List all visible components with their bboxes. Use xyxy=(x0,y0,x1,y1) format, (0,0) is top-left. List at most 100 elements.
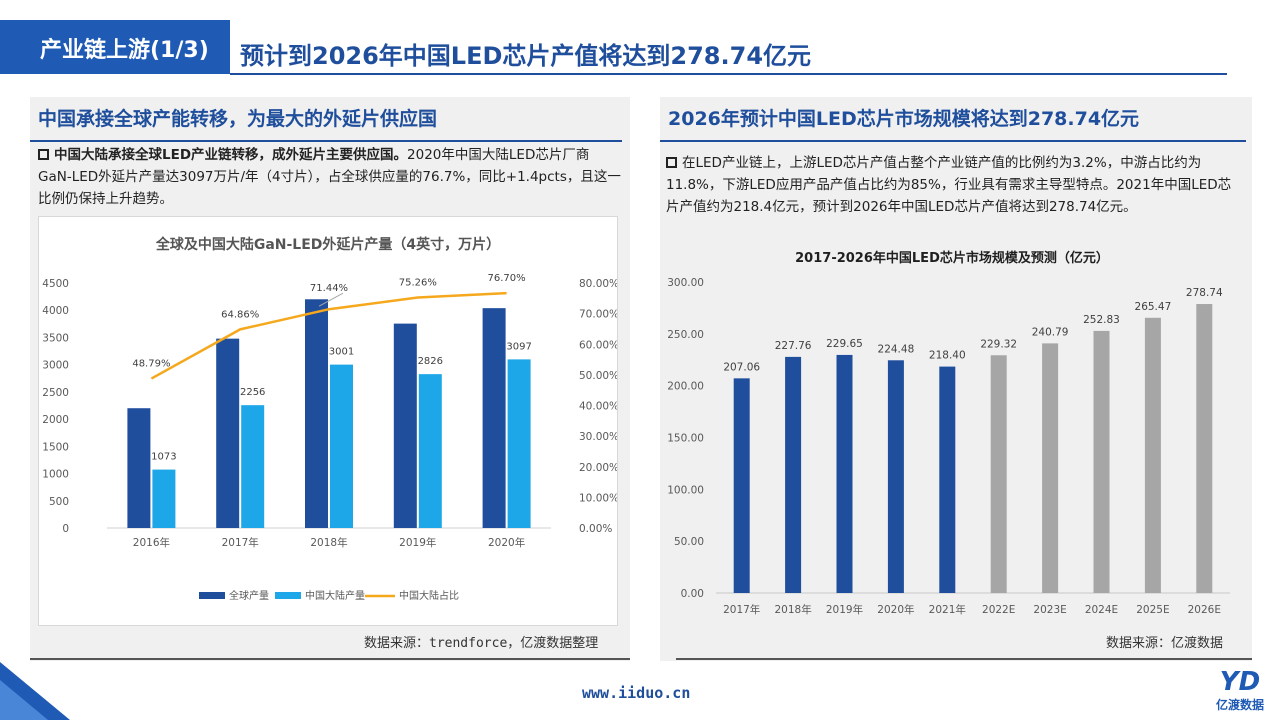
right-paragraph: 在LED产业链上，上游LED芯片产值占整个产业链产值的比例约为3.2%，中游占比… xyxy=(666,152,1240,218)
line-point-label: 75.26% xyxy=(399,278,437,289)
bar-china-label: 3001 xyxy=(329,347,354,358)
y-tick-label: 4000 xyxy=(42,305,69,317)
bar-value-label: 229.65 xyxy=(826,338,863,350)
legend-swatch-global xyxy=(199,592,225,599)
x-tick-label: 2018年 xyxy=(774,603,811,616)
chart-right-title: 2017-2026年中国LED芯片市场规模及预测（亿元） xyxy=(795,250,1109,266)
company-logo: YD 亿渡数据 xyxy=(1208,668,1272,718)
y-tick-label: 500 xyxy=(49,496,69,508)
line-point-label: 64.86% xyxy=(221,309,259,320)
y-tick-label: 0 xyxy=(62,523,69,535)
y2-tick-label: 10.00% xyxy=(579,492,617,504)
x-tick-label: 2024E xyxy=(1085,604,1118,616)
y2-tick-label: 0.00% xyxy=(579,523,612,535)
x-tick-label: 2020年 xyxy=(877,603,914,616)
bar-china-label: 2826 xyxy=(418,356,443,367)
legend-label-china: 中国大陆产量 xyxy=(305,589,365,602)
bar-value-label: 224.48 xyxy=(878,343,915,355)
chart-left-title: 全球及中国大陆GaN-LED外延片产量（4英寸，万片） xyxy=(155,236,500,253)
bar-market-size xyxy=(990,355,1007,593)
left-paragraph: 中国大陆承接全球LED产业链转移，成外延片主要供应国。2020年中国大陆LED芯… xyxy=(38,144,622,210)
left-paragraph-bold: 中国大陆承接全球LED产业链转移，成外延片主要供应国。 xyxy=(54,147,408,163)
y-tick-label: 100.00 xyxy=(667,484,704,496)
section-tag-label: 产业链上游(1/3) xyxy=(40,38,209,63)
bar-china-label: 3097 xyxy=(506,341,531,352)
section-tag: 产业链上游(1/3) xyxy=(0,20,230,74)
y-tick-label: 300.00 xyxy=(667,277,704,289)
y2-tick-label: 20.00% xyxy=(579,462,617,474)
x-tick-label: 2022E xyxy=(982,604,1015,616)
bar-value-label: 218.40 xyxy=(929,350,966,362)
logo-text: 亿渡数据 xyxy=(1215,698,1264,712)
y2-tick-label: 30.00% xyxy=(579,431,617,443)
line-point-label: 71.44% xyxy=(310,283,348,294)
bar-global xyxy=(127,408,151,528)
y-tick-label: 1500 xyxy=(42,441,69,453)
bar-market-size xyxy=(785,356,802,593)
right-paragraph-text: 在LED产业链上，上游LED芯片产值占整个产业链产值的比例约为3.2%，中游占比… xyxy=(666,155,1232,215)
bar-value-label: 240.79 xyxy=(1032,326,1069,338)
bar-market-size xyxy=(733,378,750,593)
y-tick-label: 2000 xyxy=(42,414,69,426)
y-tick-label: 2500 xyxy=(42,387,69,399)
x-tick-label: 2017年 xyxy=(723,603,760,616)
bar-value-label: 207.06 xyxy=(723,361,760,373)
right-source: 数据来源：亿渡数据 xyxy=(1106,636,1224,651)
square-bullet-icon xyxy=(666,157,677,168)
bar-market-size xyxy=(1093,330,1110,593)
bar-global xyxy=(393,323,417,528)
left-section-title: 中国承接全球产能转移，为最大的外延片供应国 xyxy=(38,108,438,130)
bar-market-size xyxy=(887,360,904,593)
bar-value-label: 229.32 xyxy=(980,338,1017,350)
bar-china xyxy=(330,364,353,528)
legend-label-share: 中国大陆占比 xyxy=(399,589,459,602)
bar-market-size xyxy=(836,354,853,593)
bar-china xyxy=(507,359,531,528)
page-title: 预计到2026年中国LED芯片产值将达到278.74亿元 xyxy=(240,42,812,70)
bar-china xyxy=(152,469,176,528)
y-tick-label: 1000 xyxy=(42,469,69,481)
y-tick-label: 0.00 xyxy=(681,588,704,600)
bar-global xyxy=(216,338,240,528)
x-tick-label: 2020年 xyxy=(488,536,525,549)
bar-market-size xyxy=(1144,317,1161,593)
website-link[interactable]: www.iiduo.cn xyxy=(582,684,691,702)
bar-market-size xyxy=(1042,343,1059,593)
bar-value-label: 227.76 xyxy=(775,340,812,352)
y-tick-label: 250.00 xyxy=(667,329,704,341)
y-tick-label: 3000 xyxy=(42,360,69,372)
y-tick-label: 200.00 xyxy=(667,381,704,393)
x-tick-label: 2026E xyxy=(1188,604,1221,616)
y-tick-label: 150.00 xyxy=(667,433,704,445)
line-china-share xyxy=(150,291,507,380)
left-section-divider xyxy=(30,140,622,142)
y-tick-label: 50.00 xyxy=(674,536,704,548)
right-section-divider xyxy=(660,140,1246,142)
bar-china-label: 1073 xyxy=(151,452,176,463)
header-divider xyxy=(230,73,1227,75)
chart-left: 全球及中国大陆GaN-LED外延片产量（4英寸，万片） 0 500 1000 1500 2… xyxy=(42,236,619,602)
x-tick-label: 2025E xyxy=(1136,604,1169,616)
square-bullet-icon xyxy=(38,149,49,160)
legend-swatch-china xyxy=(275,592,301,599)
y2-tick-label: 70.00% xyxy=(579,309,617,321)
bar-china xyxy=(241,405,265,528)
x-tick-label: 2021年 xyxy=(929,603,966,616)
y2-tick-label: 60.00% xyxy=(579,339,617,351)
corner-decoration-inner xyxy=(0,680,48,720)
bar-china-label: 2256 xyxy=(240,387,265,398)
left-paragraph-text: 2020年中国大陆LED芯片厂商GaN-LED外延片产量达3097万片/年（4寸… xyxy=(38,147,621,207)
line-point-label: 76.70% xyxy=(488,273,526,284)
logo-mark-icon: YD xyxy=(1219,667,1261,697)
bar-market-size xyxy=(1196,304,1213,593)
right-section-title: 2026年预计中国LED芯片市场规模将达到278.74亿元 xyxy=(668,108,1140,130)
bar-value-label: 252.83 xyxy=(1083,314,1120,326)
right-bottom-divider xyxy=(676,658,1252,660)
x-tick-label: 2018年 xyxy=(310,536,347,549)
left-bottom-divider xyxy=(30,658,630,660)
bar-china xyxy=(418,374,442,528)
y2-tick-label: 40.00% xyxy=(579,401,617,413)
x-tick-label: 2016年 xyxy=(133,536,170,549)
label-leader-line xyxy=(318,292,344,307)
bar-value-label: 278.74 xyxy=(1186,287,1223,299)
